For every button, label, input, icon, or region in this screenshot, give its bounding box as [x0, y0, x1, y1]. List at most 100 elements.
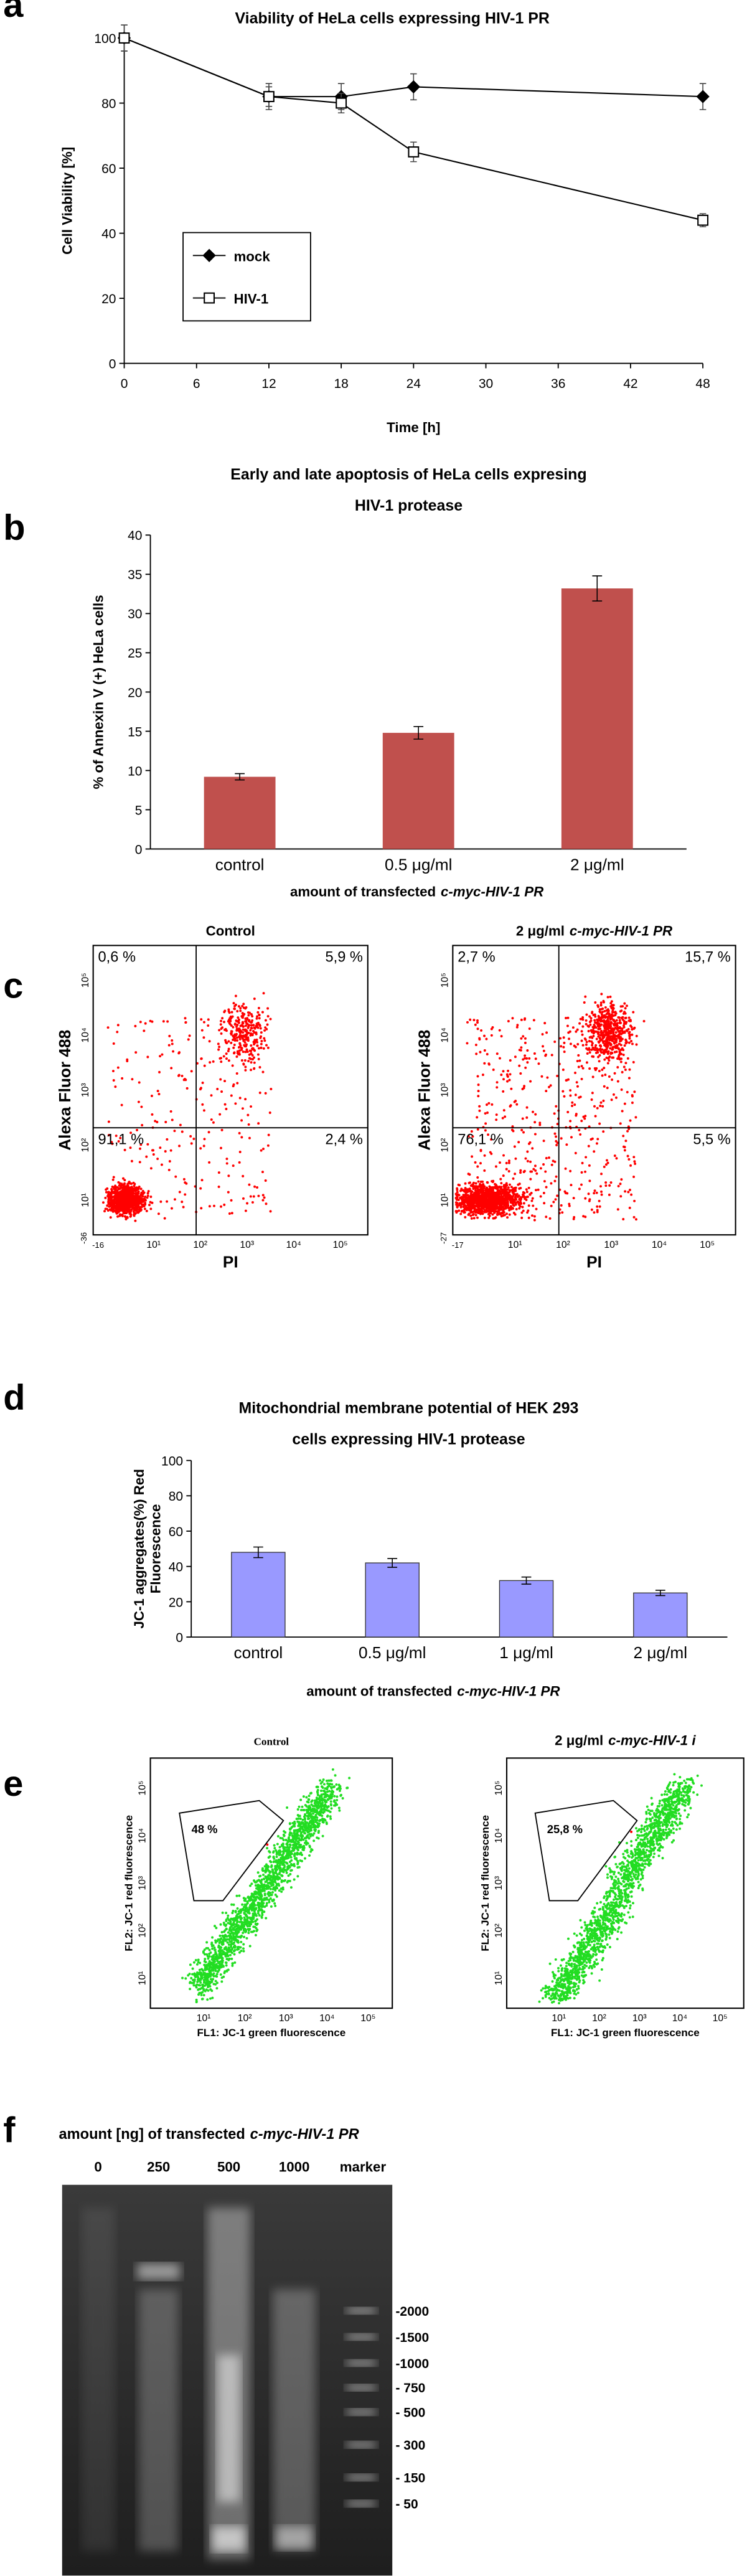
event-dot	[619, 1032, 621, 1035]
event-dot	[580, 1171, 583, 1174]
event-dot	[167, 1168, 171, 1171]
event-dot	[280, 1890, 283, 1893]
event-dot	[128, 1210, 131, 1214]
event-dot	[545, 1090, 548, 1093]
event-dot	[566, 1016, 570, 1019]
event-dot	[565, 1143, 568, 1146]
event-dot	[610, 1039, 613, 1042]
event-dot	[259, 1027, 262, 1030]
event-dot	[635, 1218, 637, 1221]
y-tick-label: 10¹	[439, 1193, 450, 1207]
event-dot	[225, 1158, 228, 1161]
event-dot	[264, 1026, 267, 1029]
event-dot	[261, 1011, 264, 1014]
event-dot	[597, 1055, 600, 1059]
event-dot	[127, 1199, 130, 1202]
x-tick-label: 10⁵	[333, 1240, 348, 1250]
event-dot	[505, 1212, 508, 1215]
event-dot	[159, 1200, 162, 1203]
event-dot	[464, 1190, 467, 1193]
event-dot	[299, 1798, 303, 1801]
event-dot	[499, 1202, 502, 1205]
event-dot	[185, 1182, 188, 1185]
event-dot	[123, 1191, 126, 1194]
event-dot	[244, 1020, 247, 1023]
event-dot	[585, 1019, 588, 1022]
event-dot	[588, 1040, 591, 1042]
event-dot	[245, 1036, 248, 1039]
plot-title-part: 2 μg/ml	[516, 923, 565, 939]
event-dot	[508, 1213, 511, 1216]
event-dot	[520, 1037, 523, 1040]
event-dot	[502, 1174, 505, 1177]
event-dot	[245, 1930, 248, 1933]
panel-label: b	[3, 508, 25, 548]
event-dot	[231, 1064, 234, 1067]
event-dot	[544, 1054, 547, 1057]
event-dot	[130, 1205, 133, 1209]
event-dot	[603, 1021, 606, 1024]
event-dot	[143, 1191, 146, 1194]
event-dot	[107, 1120, 110, 1123]
event-dot	[489, 1189, 492, 1192]
event-dot	[606, 1050, 609, 1054]
event-dot	[564, 1191, 567, 1194]
event-dot	[505, 1196, 508, 1198]
event-dot	[110, 1187, 113, 1191]
event-dot	[587, 1144, 590, 1148]
point	[697, 214, 709, 226]
event-dot	[481, 1192, 484, 1196]
event-dot	[516, 1024, 519, 1027]
event-dot	[628, 1206, 631, 1209]
event-dot	[225, 1108, 228, 1110]
event-dot	[116, 1066, 120, 1069]
y-axis-label: Fluorescence	[148, 1504, 163, 1593]
event-dot	[238, 1951, 241, 1954]
event-dot	[507, 1161, 510, 1164]
event-dot	[594, 1046, 597, 1049]
event-dot	[161, 1053, 164, 1056]
event-dot	[223, 1009, 227, 1012]
event-dot	[602, 1099, 605, 1102]
event-dot	[247, 1123, 250, 1126]
event-dot	[250, 1012, 253, 1016]
event-dot	[609, 1002, 613, 1005]
event-dot	[258, 1023, 261, 1026]
event-dot	[221, 1911, 224, 1914]
event-dot	[506, 1075, 509, 1078]
event-dot	[514, 1196, 517, 1199]
event-dot	[146, 1194, 149, 1197]
event-dot	[235, 1025, 238, 1028]
event-dot	[517, 1183, 520, 1186]
event-dot	[563, 1041, 566, 1044]
event-dot	[145, 1155, 148, 1158]
event-dot	[474, 1214, 477, 1217]
event-dot	[513, 1201, 516, 1204]
event-dot	[591, 1026, 594, 1029]
event-dot	[152, 1149, 155, 1152]
event-dot	[479, 1180, 482, 1183]
event-dot	[261, 1070, 265, 1073]
event-dot	[249, 1884, 251, 1887]
event-dot	[253, 998, 256, 1000]
event-dot	[619, 1039, 622, 1042]
event-dot	[117, 1139, 120, 1143]
event-dot	[635, 1034, 638, 1037]
event-dot	[223, 1021, 225, 1024]
event-dot	[525, 1057, 529, 1060]
event-dot	[528, 1142, 530, 1145]
event-dot	[228, 1017, 232, 1020]
event-dot	[203, 1064, 206, 1067]
y-tick-label: 15	[128, 725, 142, 739]
event-dot	[129, 1215, 132, 1218]
event-dot	[618, 1016, 621, 1019]
event-dot	[278, 1884, 281, 1887]
event-dot	[491, 1189, 494, 1192]
event-dot	[561, 1090, 565, 1093]
event-dot	[508, 1189, 511, 1192]
event-dot	[112, 1042, 115, 1045]
event-dot	[580, 1065, 583, 1068]
event-dot	[630, 1026, 633, 1029]
event-dot	[513, 1145, 516, 1148]
event-dot	[602, 1130, 605, 1133]
